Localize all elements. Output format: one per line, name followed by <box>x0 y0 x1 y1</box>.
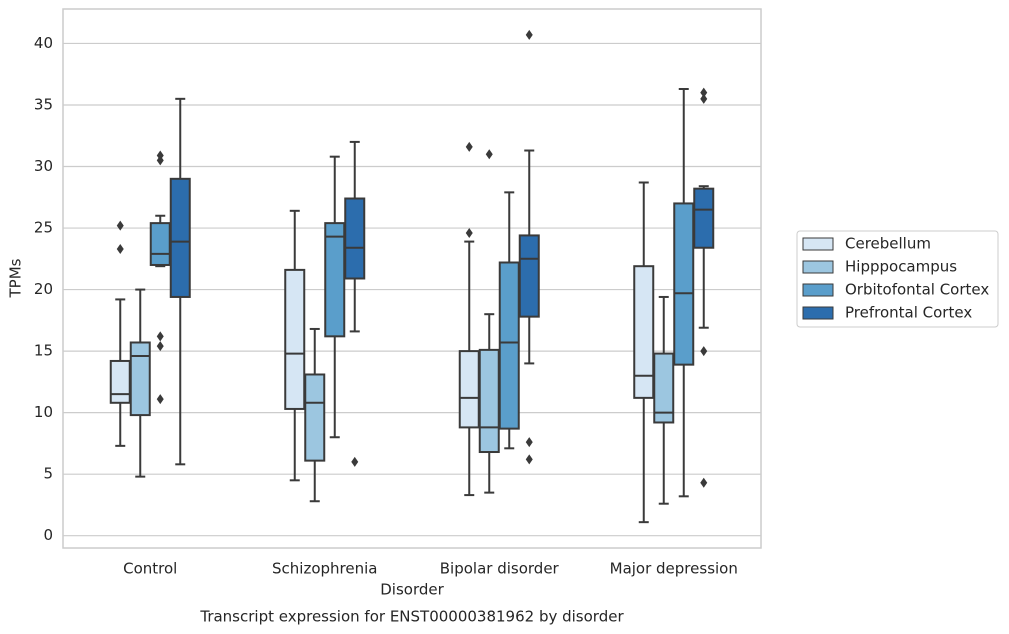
box <box>284 268 306 410</box>
outlier <box>116 220 124 231</box>
y-tick-label: 0 <box>43 526 53 544</box>
box <box>518 234 540 318</box>
box <box>324 222 346 338</box>
legend-label: Cerebellum <box>845 235 931 253</box>
x-tick-label: Bipolar disorder <box>440 560 560 578</box>
outlier <box>156 331 164 342</box>
box <box>129 341 151 417</box>
x-tick-label: Schizophrenia <box>272 560 377 578</box>
legend-swatch <box>802 306 834 320</box>
outlier <box>465 227 473 238</box>
outlier <box>351 456 359 467</box>
outlier <box>116 243 124 254</box>
box <box>458 350 480 429</box>
legend-label: Prefrontal Cortex <box>845 304 972 322</box>
legend-swatch <box>802 260 834 274</box>
y-tick-label: 25 <box>34 219 53 237</box>
outlier <box>525 454 533 465</box>
outlier <box>156 394 164 405</box>
legend <box>796 230 999 328</box>
box <box>653 352 675 424</box>
legend-label: Orbitofontal Cortex <box>845 281 989 299</box>
outlier <box>525 29 533 40</box>
legend-label: Hipppocampus <box>845 258 957 276</box>
outlier <box>700 93 708 104</box>
box <box>478 348 500 454</box>
outlier <box>700 346 708 357</box>
outlier <box>700 477 708 488</box>
outlier <box>485 149 493 160</box>
legend-swatch <box>802 237 834 251</box>
box <box>693 187 715 249</box>
plot-area <box>62 8 762 549</box>
y-tick-label: 10 <box>34 403 53 421</box>
box <box>149 222 171 266</box>
y-axis-label: TPMs <box>7 258 25 298</box>
y-tick-label: 5 <box>43 465 53 483</box>
box <box>673 202 695 366</box>
x-tick-label: Major depression <box>610 560 738 578</box>
y-tick-label: 20 <box>34 280 53 298</box>
y-tick-label: 15 <box>34 342 53 360</box>
box <box>304 373 326 462</box>
chart-title: Transcript expression for ENST0000038196… <box>199 608 624 626</box>
outlier <box>156 155 164 166</box>
legend-swatch <box>802 283 834 297</box>
y-tick-label: 35 <box>34 95 53 113</box>
y-tick-label: 30 <box>34 157 53 175</box>
box <box>109 359 131 404</box>
outlier <box>700 87 708 98</box>
box <box>169 177 191 298</box>
box <box>498 261 520 430</box>
x-axis-label: Disorder <box>380 581 444 599</box>
x-tick-label: Control <box>123 560 177 578</box>
outlier <box>525 437 533 448</box>
box <box>633 265 655 399</box>
outlier <box>465 141 473 152</box>
box <box>344 197 366 280</box>
outlier <box>156 341 164 352</box>
y-tick-label: 40 <box>34 34 53 52</box>
